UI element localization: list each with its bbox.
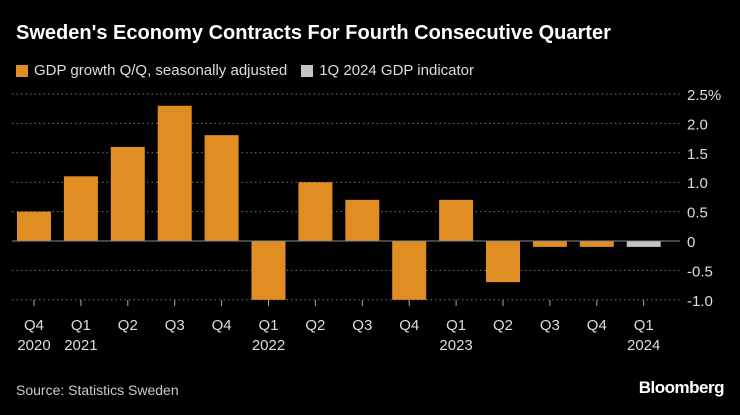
y-tick-label: 0.5 xyxy=(687,205,708,222)
legend: GDP growth Q/Q, seasonally adjusted 1Q 2… xyxy=(16,62,474,79)
bar xyxy=(626,241,661,247)
legend-swatch xyxy=(301,64,314,77)
x-tick-label: Q3 xyxy=(352,317,372,334)
x-tick-label: Q2 xyxy=(305,317,325,334)
x-tick-year: 2023 xyxy=(439,337,472,354)
x-tick-year: 2022 xyxy=(252,337,285,354)
bar xyxy=(532,241,567,247)
y-tick-label: 2.5% xyxy=(687,87,721,104)
bar xyxy=(17,211,51,241)
x-tick-label: Q4 xyxy=(212,317,232,334)
x-tick-year: 2021 xyxy=(64,337,97,354)
x-tick-label: Q1 xyxy=(634,317,654,334)
y-tick-label: 1.5 xyxy=(687,146,708,163)
x-tick-label: Q4 xyxy=(399,317,419,334)
legend-label: 1Q 2024 GDP indicator xyxy=(319,62,474,79)
x-tick-label: Q2 xyxy=(118,317,138,334)
bar xyxy=(157,105,192,241)
x-tick-label: Q1 xyxy=(258,317,278,334)
x-tick-label: Q4 xyxy=(24,317,44,334)
chart-title: Sweden's Economy Contracts For Fourth Co… xyxy=(16,22,611,44)
bar xyxy=(486,241,520,283)
y-tick-label: 1.0 xyxy=(687,175,708,192)
bar xyxy=(63,176,98,241)
y-tick-label: 2.0 xyxy=(687,116,708,133)
legend-swatch xyxy=(16,64,28,77)
y-tick-label: 0 xyxy=(687,234,695,251)
legend-item-indicator: 1Q 2024 GDP indicator xyxy=(301,62,474,79)
bar xyxy=(439,199,474,241)
bar xyxy=(110,146,145,241)
legend-item-gdp: GDP growth Q/Q, seasonally adjusted xyxy=(16,62,287,79)
x-tick-label: Q3 xyxy=(540,317,560,334)
source-note: Source: Statistics Sweden xyxy=(16,382,179,398)
bar xyxy=(392,241,427,300)
bar xyxy=(345,199,380,241)
x-tick-label: Q1 xyxy=(71,317,91,334)
x-tick-year: 2020 xyxy=(17,337,50,354)
x-tick-label: Q2 xyxy=(493,317,513,334)
bar xyxy=(204,135,239,241)
x-tick-year: 2024 xyxy=(627,337,660,354)
bloomberg-logo: Bloomberg xyxy=(638,378,725,397)
x-tick-label: Q1 xyxy=(446,317,466,334)
legend-label: GDP growth Q/Q, seasonally adjusted xyxy=(34,62,288,79)
bar xyxy=(579,241,614,247)
y-tick-label: -0.5 xyxy=(687,263,713,280)
bar xyxy=(298,182,333,241)
x-tick-label: Q3 xyxy=(165,317,185,334)
x-tick-label: Q4 xyxy=(587,317,607,334)
y-tick-label: -1.0 xyxy=(687,293,713,310)
bar xyxy=(251,241,286,300)
